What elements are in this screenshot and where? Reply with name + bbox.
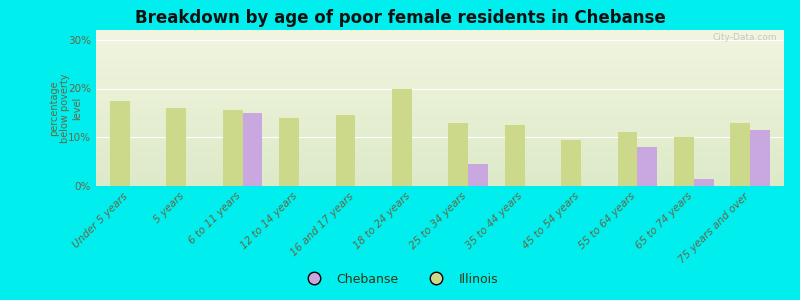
Bar	[638, 147, 657, 186]
Bar	[336, 115, 355, 186]
Bar	[730, 123, 750, 186]
Bar	[223, 110, 242, 186]
Bar	[449, 123, 468, 186]
Bar	[505, 125, 525, 186]
Bar	[166, 108, 186, 186]
Bar	[562, 140, 581, 186]
Bar	[279, 118, 299, 186]
Legend: Chebanse, Illinois: Chebanse, Illinois	[297, 268, 503, 291]
Bar	[694, 179, 714, 186]
Y-axis label: percentage
below poverty
level: percentage below poverty level	[49, 73, 82, 143]
Bar	[392, 88, 412, 186]
Text: Breakdown by age of poor female residents in Chebanse: Breakdown by age of poor female resident…	[134, 9, 666, 27]
Bar	[468, 164, 488, 186]
Bar	[242, 113, 262, 186]
Bar	[674, 137, 694, 186]
Bar	[110, 101, 130, 186]
Bar	[750, 130, 770, 186]
Text: City-Data.com: City-Data.com	[713, 33, 777, 42]
Bar	[618, 132, 638, 186]
